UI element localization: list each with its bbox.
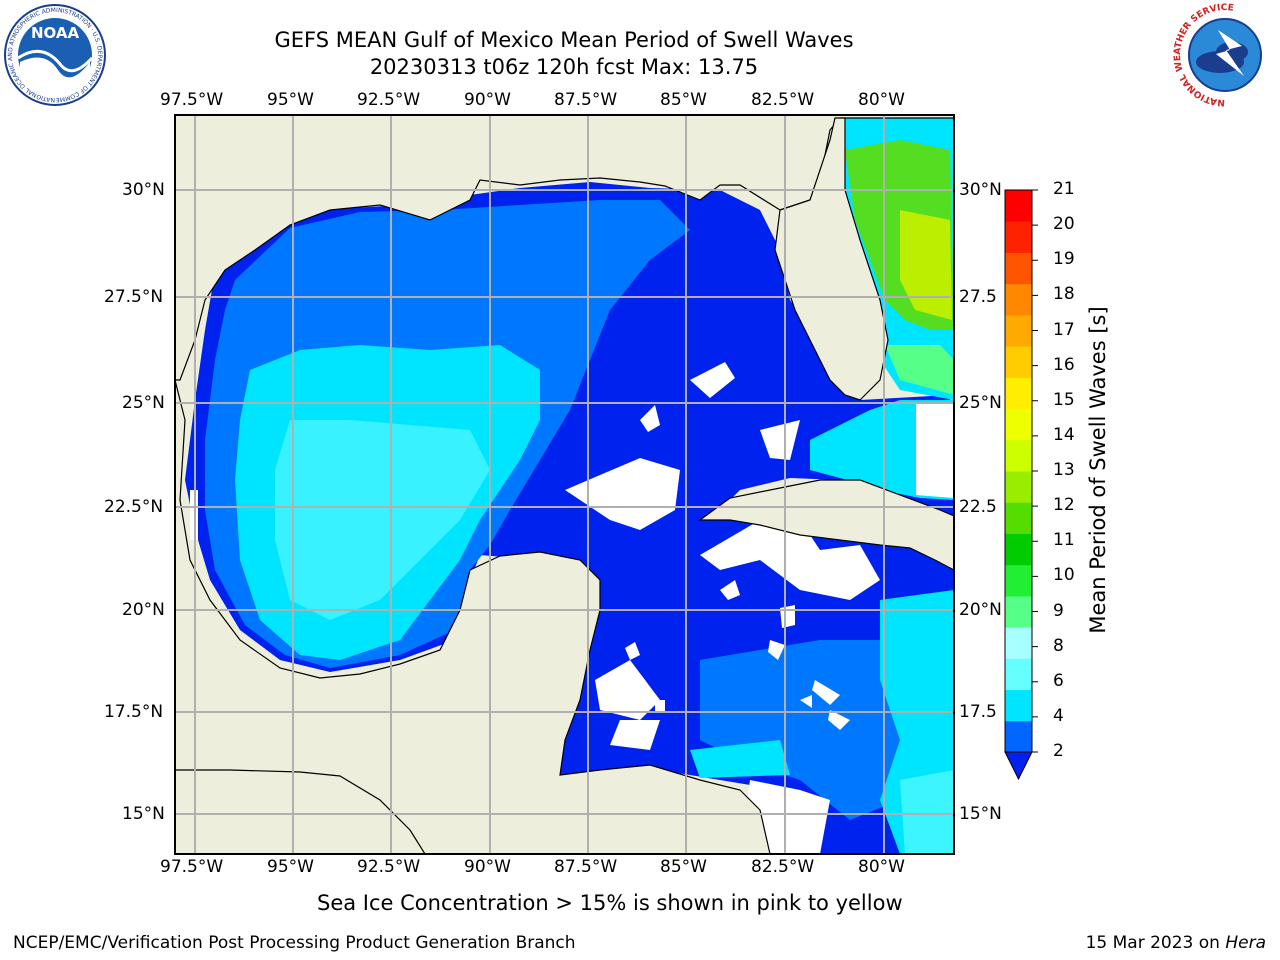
lon-label-bottom: 97.5°W	[160, 857, 224, 877]
svg-text:NOAA: NOAA	[31, 24, 80, 42]
colorbar-tick-label: 6	[1053, 670, 1064, 691]
colorbar-segment	[1005, 439, 1032, 472]
colorbar-segment	[1005, 221, 1032, 253]
colorbar-segment	[1005, 502, 1032, 534]
colorbar-tick-label: 18	[1053, 284, 1075, 305]
lat-label-left: 15°N	[122, 804, 165, 824]
lat-label-right: 20°N	[959, 600, 1002, 620]
gulf-lightest-swell	[275, 420, 490, 620]
map-title: GEFS MEAN Gulf of Mexico Mean Period of …	[274, 28, 854, 52]
lon-label-top: 82.5°W	[751, 90, 815, 110]
colorbar-tick-label: 9	[1053, 600, 1064, 621]
landmasses	[175, 115, 954, 854]
colorbar-extend-arrow	[1004, 751, 1033, 781]
lat-label-right: 27.5	[959, 287, 997, 307]
lon-label-top: 92.5°W	[357, 90, 421, 110]
colorbar-segment	[1005, 533, 1032, 566]
lat-label-right: 30°N	[959, 180, 1002, 200]
lon-label-bottom: 90°W	[464, 857, 511, 877]
lon-label-top: 85°W	[660, 90, 707, 110]
lat-label-left: 17.5°N	[104, 702, 164, 722]
colorbar-tick-label: 10	[1053, 565, 1075, 586]
lon-label-top: 90°W	[464, 90, 511, 110]
colorbar-tick-label: 11	[1053, 530, 1075, 551]
colorbar-tick-label: 20	[1053, 214, 1075, 235]
colorbar-segment	[1005, 471, 1032, 503]
colorbar-segment	[1005, 564, 1032, 597]
colorbar-segment	[1005, 595, 1032, 628]
noaa-logo: NOAA NATIONAL OCEANIC AND ATMOSPHERIC AD…	[0, 0, 106, 106]
colorbar-segment	[1005, 658, 1032, 691]
lon-label-bottom: 85°W	[660, 857, 707, 877]
lat-label-left: 25°N	[122, 393, 165, 413]
lat-label-right: 25°N	[959, 393, 1002, 413]
colorbar-segment	[1005, 283, 1032, 316]
lon-label-top: 87.5°W	[554, 90, 618, 110]
colorbar-segment	[1005, 627, 1032, 659]
colorbar-segment	[1005, 190, 1032, 222]
sea-ice-note: Sea Ice Concentration > 15% is shown in …	[317, 891, 903, 915]
lat-label-right: 17.5	[959, 702, 997, 722]
colorbar-tick-label: 17	[1053, 319, 1075, 340]
colorbar-segment	[1005, 689, 1032, 722]
lon-label-bottom: 92.5°W	[357, 857, 421, 877]
lon-label-bottom: 95°W	[267, 857, 314, 877]
colorbar-label: Mean Period of Swell Waves [s]	[1086, 306, 1110, 634]
footer-date: 15 Mar 2023 on Hera	[1086, 933, 1266, 953]
footer-host: Hera	[1225, 933, 1266, 953]
nws-logo: NATIONAL WEATHER SERVICE	[1173, 3, 1276, 107]
graticule	[175, 115, 954, 854]
lon-label-top: 95°W	[267, 90, 314, 110]
map-subtitle: 20230313 t06z 120h fcst Max: 13.75	[369, 55, 759, 79]
colorbar-tick-label: 21	[1053, 179, 1075, 199]
caribbean-light-strip	[690, 740, 790, 778]
lat-label-left: 27.5°N	[104, 287, 164, 307]
colorbar-tick-label: 2	[1053, 741, 1064, 761]
colorbar-segment	[1005, 314, 1032, 347]
lat-label-left: 30°N	[122, 180, 165, 200]
colorbar-tick-label: 4	[1053, 705, 1064, 726]
lat-label-left: 22.5°N	[104, 497, 164, 517]
colorbar-tick-label: 8	[1053, 635, 1064, 656]
lon-label-top: 97.5°W	[160, 90, 224, 110]
footer-branch: NCEP/EMC/Verification Post Processing Pr…	[13, 933, 576, 953]
colorbar-tick-label: 13	[1053, 460, 1075, 480]
colorbar-segment	[1005, 720, 1032, 753]
colorbar-segment	[1005, 408, 1032, 441]
footer-date-text: 15 Mar 2023 on	[1085, 933, 1226, 953]
lon-label-top: 80°W	[858, 90, 905, 110]
colorbar-segment	[1005, 377, 1032, 410]
caribbean-lightest-swell	[900, 770, 954, 854]
colorbar-tick-label: 12	[1053, 495, 1075, 516]
colorbar-segment	[1005, 252, 1032, 285]
colorbar-tick-label: 16	[1053, 354, 1075, 375]
lon-label-bottom: 82.5°W	[751, 857, 815, 877]
colorbar-tick-label: 14	[1053, 424, 1075, 445]
lon-label-bottom: 80°W	[858, 857, 905, 877]
lat-label-right: 22.5	[959, 497, 997, 517]
lat-label-left: 20°N	[122, 600, 165, 620]
no-data-patches	[190, 362, 954, 854]
bahamas-swell	[885, 345, 954, 395]
lon-label-bottom: 87.5°W	[554, 857, 618, 877]
colorbar-segment	[1005, 346, 1032, 378]
map-frame	[174, 114, 955, 855]
colorbar-tick-label: 15	[1053, 389, 1075, 410]
colorbar-tick-label: 19	[1053, 249, 1075, 270]
lat-label-right: 15°N	[959, 804, 1002, 824]
colorbar	[1004, 189, 1038, 781]
atlantic-yellowgreen-swell	[900, 210, 952, 320]
